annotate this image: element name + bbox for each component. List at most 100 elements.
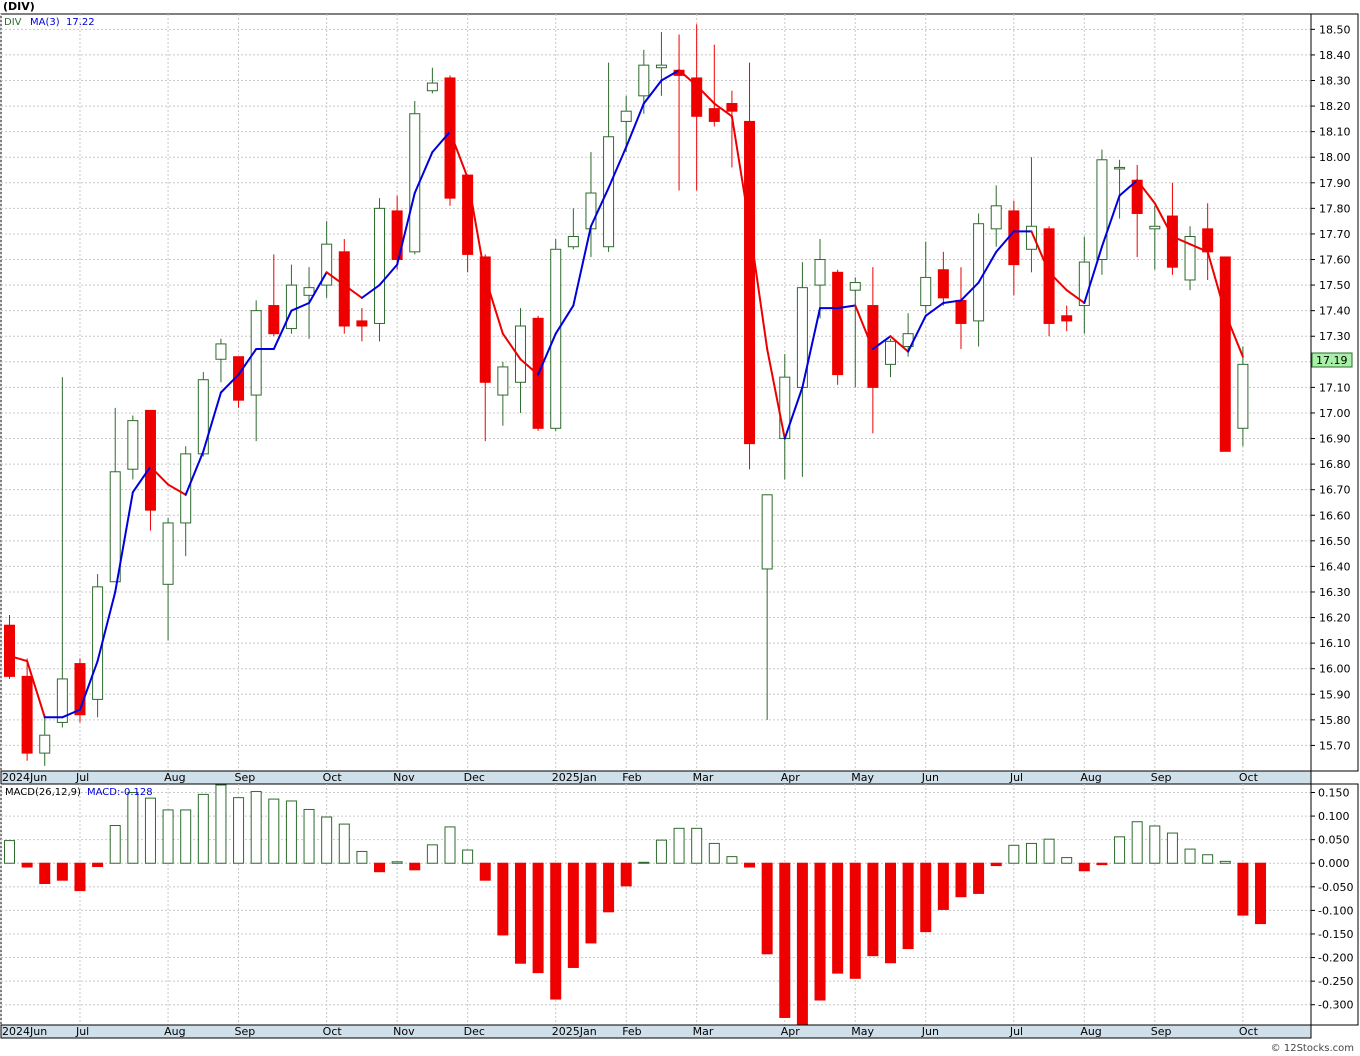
macd-bar-positive [726,856,738,864]
macd-bar-positive [1131,821,1143,864]
price-x-tick-label: Nov [393,771,415,784]
price-y-tick-label: 16.10 [1319,637,1351,650]
price-y-tick-label: 18.50 [1319,23,1351,36]
candle [1061,305,1073,332]
price-y-tick-label: 17.90 [1319,177,1351,190]
candle-body-down [1008,210,1020,266]
price-y-tick-label: 16.90 [1319,433,1351,446]
macd-bar-negative [779,862,791,1018]
ma3-segment [572,225,592,307]
candle-body-down [462,174,474,255]
macd-bar-positive [691,827,703,864]
macd-bar-negative [39,862,51,885]
candle [56,377,68,728]
macd-x-tick-label: Mar [693,1025,714,1038]
price-y-tick-label: 16.40 [1319,560,1351,573]
ma3-segment [449,130,469,179]
macd-x-tick-label: Oct [1239,1025,1259,1038]
ma3-segment [1153,202,1174,238]
ma3-segment [1189,243,1209,253]
ma3-segment [519,358,540,376]
candle [197,372,209,457]
price-panel: 15.70 15.80 15.90 16.00 16.10 16.20 16.30 16.40… [0,0,1359,772]
candle [655,31,667,96]
macd-bar-negative [74,862,86,892]
macd-plot-frame [0,783,1312,1026]
ma3-segment [237,348,258,376]
ma3-segment [1136,179,1156,205]
candle [268,254,280,337]
candle [1096,149,1108,275]
candle [814,239,826,319]
ma3-segment [413,151,434,195]
macd-bar-positive [321,816,333,864]
macd-bar-negative [814,862,826,1001]
macd-bar-negative [1096,862,1108,866]
price-y-tick-label: 17.50 [1319,279,1351,292]
candle-body-down [356,320,368,327]
macd-bar-negative [955,862,967,898]
macd-bar-positive [180,809,192,864]
macd-x-tick-label: Nov [393,1025,415,1038]
price-x-tick-label: Jun [921,771,939,784]
macd-bar-positive [197,793,209,864]
macd-bar-negative [937,862,949,910]
price-x-tick-label: Sep [1151,771,1172,784]
price-x-tick-label: Sep [235,771,256,784]
macd-x-axis: 2024Jun Jul Aug Sep Oct Nov Dec 2025Jan Feb Mar Ap… [0,1024,1312,1039]
ma3-segment [396,192,416,266]
macd-bar-negative [21,862,33,868]
candle-body-up [215,343,227,360]
candle-body-up [761,494,773,570]
macd-bar-positive [4,840,15,864]
ma3-segment [1118,179,1139,197]
macd-bar-positive [426,844,438,864]
candle-body-down [74,663,86,716]
ma3-segment [1171,235,1192,246]
macd-x-tick-label: 2025Jan [552,1025,597,1038]
macd-y-tick-label: 0.050 [1318,834,1350,847]
macd-x-tick-label: Aug [164,1025,185,1038]
candle-body-up [1025,225,1037,250]
macd-bar-negative [585,862,597,944]
candle [4,614,15,679]
candle-body-up [285,284,297,330]
macd-y-tick-label: -0.100 [1318,904,1353,917]
macd-bar-negative [990,862,1002,867]
macd-bar-positive [356,850,368,864]
macd-bar-negative [867,862,879,957]
ma3-segment [61,708,81,719]
ma3-segment [1206,250,1227,315]
price-y-tick-label: 16.70 [1319,484,1351,497]
candle [849,277,861,388]
candle-body-down [391,210,403,261]
macd-bar-negative [832,862,844,974]
candle [567,208,579,250]
macd-bar-positive [233,797,245,864]
ma3-segment [308,271,328,304]
candle-body-up [426,82,438,92]
candle [1043,226,1055,337]
macd-bar-negative [550,862,562,1000]
price-x-tick-label: Jul [1009,771,1023,784]
macd-bar-positive [268,798,280,864]
ma3-line [8,69,1244,719]
ma3-segment [642,79,663,105]
macd-bar-positive [1061,857,1073,864]
price-y-tick-label: 17.00 [1319,407,1351,420]
macd-bar-positive [638,861,650,864]
candle [338,239,350,334]
macd-x-tick-label: Sep [235,1025,256,1038]
candle [1114,159,1126,219]
price-y-tick-label: 15.90 [1319,688,1351,701]
candle-body-up [39,734,51,754]
candle-body-up [1096,159,1108,261]
macd-bars [4,784,1267,1026]
macd-bar-negative [374,862,386,873]
candle-body-up [180,453,192,524]
macd-bar-positive [285,800,297,864]
candle [39,714,51,766]
candle [180,446,192,557]
ma3-segment [167,483,187,496]
macd-bar-positive [1166,832,1178,864]
